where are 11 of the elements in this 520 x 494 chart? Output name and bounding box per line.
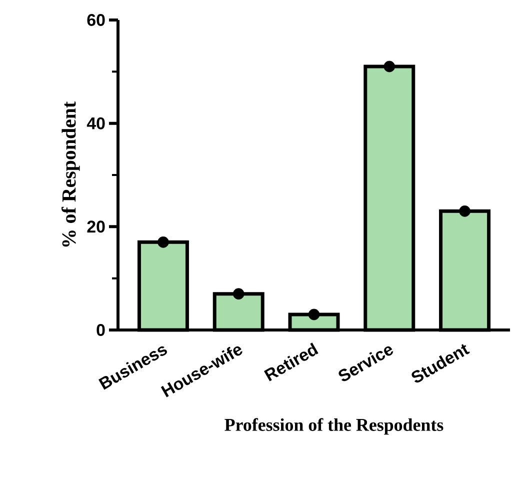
y-tick-label: 20 xyxy=(87,220,105,233)
point xyxy=(384,60,396,72)
y-axis-title: % of Respondent xyxy=(62,101,80,247)
x-axis-title: Profession of the Respodents xyxy=(224,418,444,435)
y-tick-label: 60 xyxy=(87,14,105,26)
point xyxy=(232,288,244,300)
y-tick-label: 40 xyxy=(86,117,105,130)
y-tick-label: 0 xyxy=(96,324,105,336)
point xyxy=(158,236,169,248)
point xyxy=(308,308,320,320)
point xyxy=(459,205,470,217)
